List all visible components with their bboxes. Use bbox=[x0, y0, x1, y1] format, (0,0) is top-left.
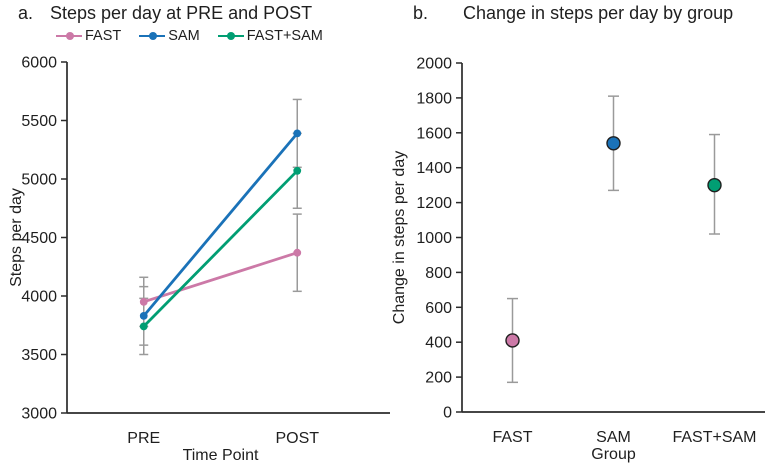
chart-a-canvas: 3000 3500 4000 4500 5000 5500 6000 PRE POST Steps… bbox=[8, 55, 390, 464]
y-tick-label: 1200 bbox=[416, 195, 452, 212]
y-tick-label: 200 bbox=[425, 370, 452, 387]
y-tick-label: 5500 bbox=[21, 113, 57, 130]
y-tick-label: 400 bbox=[425, 335, 452, 352]
y-tick-label: 3000 bbox=[21, 406, 57, 423]
legend-swatch-sam bbox=[139, 32, 166, 41]
data-point-FAST+SAM-PRE bbox=[139, 322, 148, 331]
y-axis-title: Steps per day bbox=[8, 188, 25, 287]
data-point-SAM-PRE bbox=[139, 311, 148, 320]
data-point-SAM-POST bbox=[293, 129, 302, 138]
y-tick-label: 1000 bbox=[416, 230, 452, 247]
x-category-label: FAST+SAM bbox=[672, 429, 756, 446]
panel-b-title: Change in steps per day by group bbox=[463, 3, 734, 23]
series-line-SAM bbox=[142, 132, 299, 317]
legend-swatch-fast-sam bbox=[217, 32, 244, 41]
legend-label-fast-sam: FAST+SAM bbox=[246, 28, 323, 44]
legend-item-fast: FAST bbox=[56, 28, 121, 44]
y-tick-label: 1400 bbox=[416, 160, 452, 177]
y-tick-label: 2000 bbox=[416, 56, 452, 73]
y-tick-label: 600 bbox=[425, 300, 452, 317]
x-category-label: FAST bbox=[492, 429, 532, 446]
legend-dot-icon bbox=[148, 32, 157, 40]
y-tick-label: 800 bbox=[425, 265, 452, 282]
x-category-label: PRE bbox=[127, 430, 160, 447]
y-tick-label: 5000 bbox=[21, 172, 57, 189]
panel-a-label: a. bbox=[18, 3, 34, 23]
legend-label-fast: FAST bbox=[85, 28, 122, 44]
legend: FAST SAM FAST+SAM bbox=[56, 27, 323, 45]
data-point-FAST-POST bbox=[293, 248, 302, 257]
panel-b-title-row: b. Change in steps per day by group bbox=[390, 3, 768, 25]
panel-a-title: Steps per day at PRE and POST bbox=[50, 3, 313, 23]
series-line-FAST bbox=[143, 251, 298, 304]
data-point-FAST+SAM-POST bbox=[293, 166, 302, 175]
legend-swatch-fast bbox=[56, 32, 82, 41]
legend-dot-icon bbox=[227, 32, 236, 40]
x-axis-title: Group bbox=[591, 446, 636, 463]
data-point-FAST bbox=[505, 333, 520, 348]
y-tick-label: 3500 bbox=[21, 347, 57, 364]
panel-b: b. Change in steps per day by group 0 200… bbox=[390, 0, 768, 468]
x-category-label: SAM bbox=[596, 429, 631, 446]
series-line-FAST+SAM bbox=[142, 169, 299, 328]
y-tick-label: 4500 bbox=[21, 230, 57, 247]
y-axis-title: Change in steps per day bbox=[391, 151, 408, 324]
y-tick-label: 1600 bbox=[416, 125, 452, 142]
data-point-FAST+SAM bbox=[707, 177, 722, 193]
y-tick-label: 0 bbox=[443, 405, 452, 422]
data-point-SAM bbox=[606, 136, 621, 151]
y-tick-label: 1800 bbox=[416, 90, 452, 107]
x-category-label: POST bbox=[275, 430, 319, 447]
panel-a: a. Steps per day at PRE and POST FAST SA… bbox=[0, 3, 390, 464]
legend-dot-icon bbox=[65, 32, 74, 40]
legend-label-sam: SAM bbox=[168, 28, 200, 44]
legend-item-fast-sam: FAST+SAM bbox=[217, 28, 323, 44]
panel-b-label: b. bbox=[413, 3, 429, 23]
legend-item-sam: SAM bbox=[139, 28, 200, 44]
y-tick-label: 4000 bbox=[21, 289, 57, 306]
chart-b-canvas: 0 200 400 600 800 1000 1200 1400 1600 1800 2000 FAS… bbox=[391, 56, 765, 463]
y-tick-label: 6000 bbox=[21, 55, 57, 72]
data-point-FAST-PRE bbox=[139, 297, 148, 306]
panel-a-title-row: a. Steps per day at PRE and POST bbox=[0, 3, 390, 25]
x-axis-title: Time Point bbox=[183, 447, 259, 464]
